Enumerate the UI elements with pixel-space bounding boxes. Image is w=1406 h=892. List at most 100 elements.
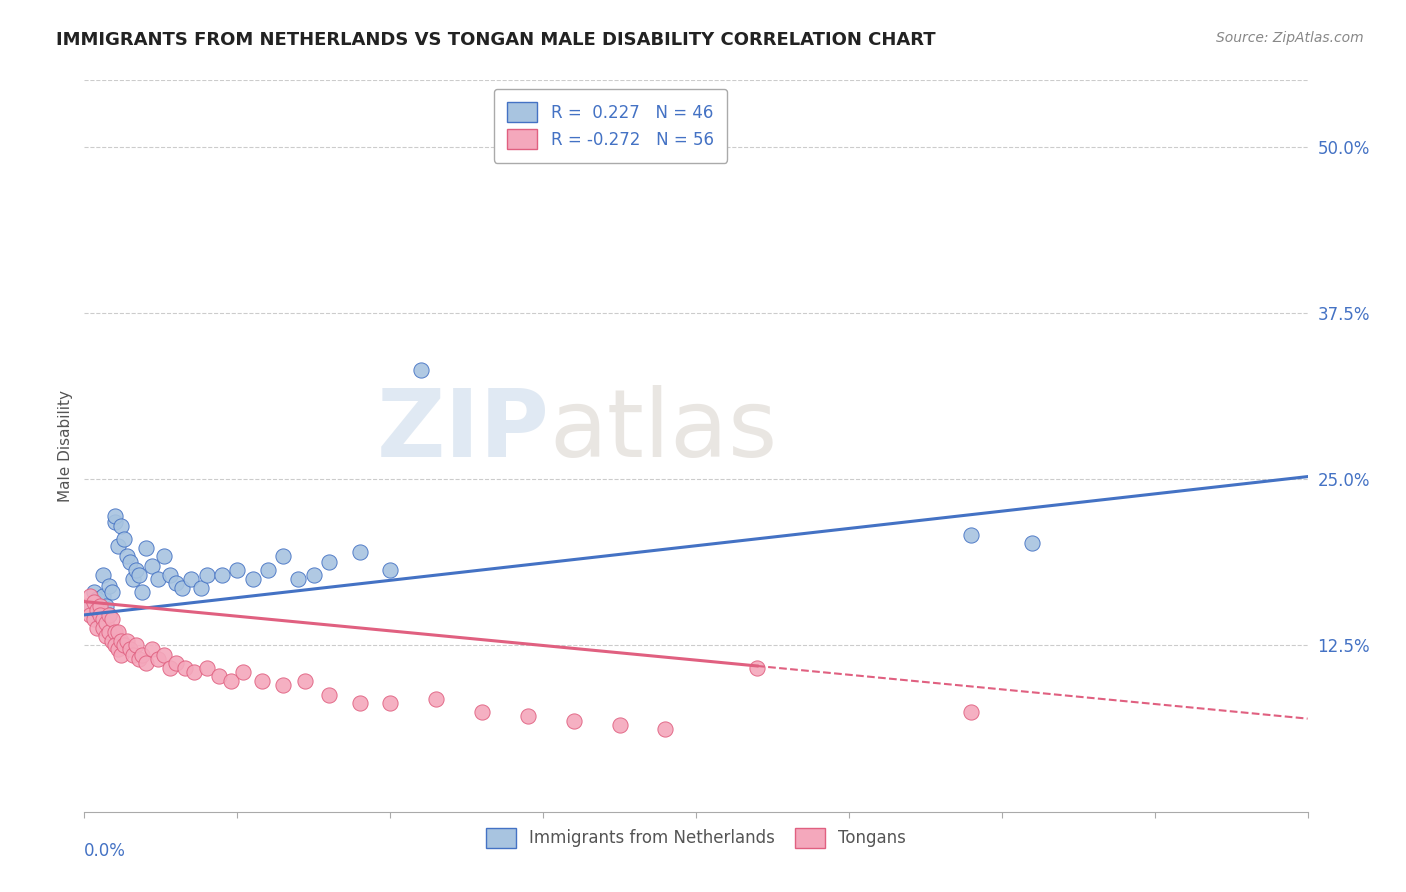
Y-axis label: Male Disability: Male Disability: [58, 390, 73, 502]
Point: [112, 639, 135, 653]
Point: [302, 568, 325, 582]
Point: [89, 607, 111, 622]
Point: [79, 589, 101, 603]
Point: [159, 568, 181, 582]
Point: [112, 532, 135, 546]
Point: [110, 518, 132, 533]
Point: [115, 549, 138, 564]
Point: [226, 563, 249, 577]
Point: [190, 582, 212, 596]
Point: [180, 572, 202, 586]
Point: [135, 541, 157, 556]
Point: [101, 634, 124, 648]
Point: [153, 648, 176, 662]
Point: [97, 625, 120, 640]
Point: [146, 572, 169, 586]
Point: [349, 696, 371, 710]
Point: [960, 528, 983, 542]
Point: [174, 661, 197, 675]
Point: [219, 674, 242, 689]
Point: [380, 563, 402, 577]
Point: [287, 572, 309, 586]
Point: [91, 612, 114, 626]
Point: [516, 709, 538, 723]
Point: [120, 642, 142, 657]
Point: [318, 688, 340, 702]
Point: [271, 678, 294, 692]
Point: [609, 718, 631, 732]
Point: [250, 674, 273, 689]
Point: [128, 568, 150, 582]
Point: [86, 591, 108, 606]
Point: [94, 599, 117, 613]
Point: [107, 642, 129, 657]
Point: [89, 599, 111, 613]
Point: [562, 714, 585, 729]
Point: [135, 656, 157, 670]
Point: [83, 607, 105, 622]
Point: [115, 634, 138, 648]
Point: [131, 585, 153, 599]
Point: [83, 585, 105, 599]
Point: [125, 563, 148, 577]
Point: [97, 579, 120, 593]
Point: [146, 652, 169, 666]
Point: [271, 549, 294, 564]
Point: [79, 607, 101, 622]
Point: [120, 555, 142, 569]
Point: [131, 648, 153, 662]
Point: [101, 585, 124, 599]
Point: [165, 656, 187, 670]
Point: [141, 642, 163, 657]
Point: [91, 589, 114, 603]
Point: [91, 621, 114, 635]
Point: [107, 625, 129, 640]
Point: [104, 509, 127, 524]
Point: [97, 607, 120, 622]
Point: [86, 602, 108, 616]
Point: [83, 594, 105, 608]
Point: [409, 363, 432, 377]
Point: [94, 615, 117, 630]
Point: [110, 634, 132, 648]
Point: [208, 669, 231, 683]
Text: IMMIGRANTS FROM NETHERLANDS VS TONGAN MALE DISABILITY CORRELATION CHART: IMMIGRANTS FROM NETHERLANDS VS TONGAN MA…: [56, 31, 936, 49]
Point: [172, 582, 194, 596]
Point: [128, 652, 150, 666]
Point: [86, 602, 108, 616]
Legend: Immigrants from Netherlands, Tongans: Immigrants from Netherlands, Tongans: [479, 821, 912, 855]
Point: [257, 563, 280, 577]
Point: [104, 639, 127, 653]
Point: [747, 661, 769, 675]
Point: [94, 629, 117, 643]
Text: Source: ZipAtlas.com: Source: ZipAtlas.com: [1216, 31, 1364, 45]
Text: ZIP: ZIP: [377, 385, 550, 477]
Point: [83, 612, 105, 626]
Point: [91, 568, 114, 582]
Point: [104, 625, 127, 640]
Point: [89, 612, 111, 626]
Point: [318, 555, 340, 569]
Point: [195, 568, 218, 582]
Point: [165, 576, 187, 591]
Point: [1021, 536, 1043, 550]
Point: [654, 723, 676, 737]
Point: [104, 515, 127, 529]
Point: [110, 648, 132, 662]
Point: [97, 607, 120, 622]
Point: [101, 612, 124, 626]
Point: [380, 696, 402, 710]
Point: [211, 568, 233, 582]
Point: [349, 545, 371, 559]
Point: [125, 639, 148, 653]
Point: [153, 549, 176, 564]
Text: 0.0%: 0.0%: [84, 842, 127, 861]
Point: [232, 665, 254, 679]
Point: [122, 572, 145, 586]
Point: [76, 599, 98, 613]
Point: [242, 572, 264, 586]
Point: [195, 661, 218, 675]
Text: atlas: atlas: [550, 385, 778, 477]
Point: [471, 705, 494, 719]
Point: [960, 705, 983, 719]
